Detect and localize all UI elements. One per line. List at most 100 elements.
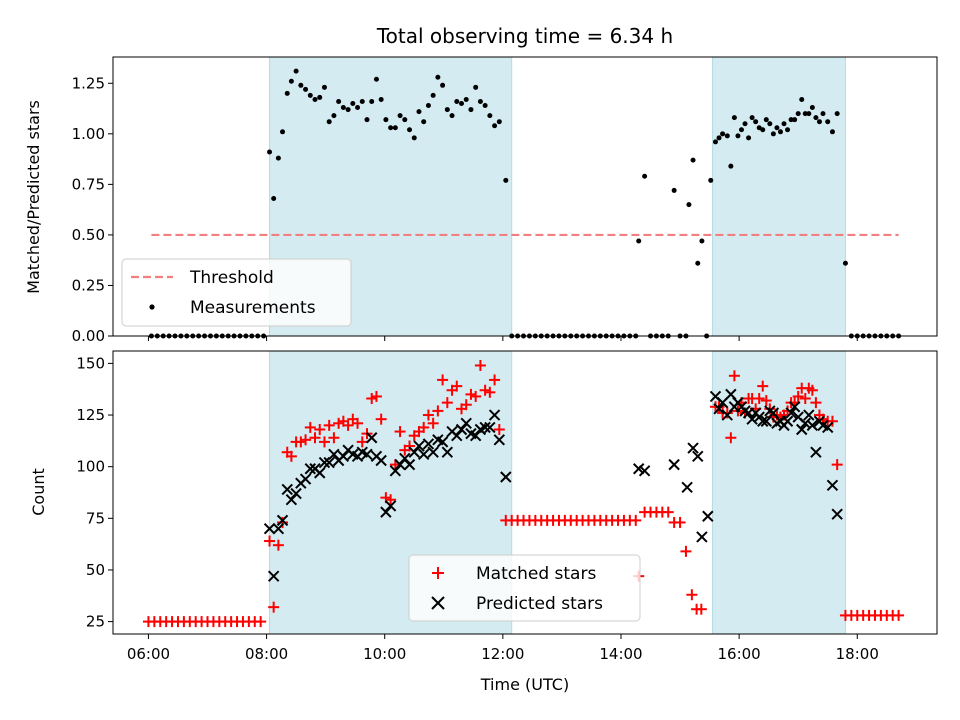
predicted-star-point [389,465,402,477]
measurement-point [359,98,365,104]
predicted-star-point [687,442,699,454]
measurement-point [806,111,812,117]
matched-star-point [441,397,453,409]
matched-star-point [662,506,674,518]
predicted-star-point [366,432,378,444]
measurement-point [440,82,446,88]
measurement-point [397,113,403,119]
measurement-point [792,117,798,123]
predicted-star-point [408,446,420,458]
measurement-point [345,107,351,113]
predicted-star-point [788,401,801,413]
predicted-star-point [337,450,350,463]
predicted-star-point [441,446,454,458]
x-tick-label: 06:00 [127,645,170,663]
predicted-star-point [451,429,463,442]
measurement-point [378,96,384,102]
measurement-point [435,74,441,80]
predicted-star-point [484,421,496,434]
legend-matched-swatch [432,567,444,579]
measurements-points [148,68,902,339]
y-tick-label: 1.25 [72,74,105,92]
matched-star-point [893,609,905,621]
measurement-point [307,92,313,98]
measurement-point [459,101,465,106]
matched-star-point [268,601,280,613]
measurement-point [388,125,394,131]
measurement-point [763,117,769,123]
x-tick-label: 14:00 [599,645,642,663]
predicted-star-point [394,458,406,471]
measurement-point [317,94,323,100]
measurement-point [271,196,277,202]
measurement-point [781,121,787,127]
count-y-ticks: 25 50 75 100 125 150 [76,354,113,631]
matched-star-point [366,393,378,405]
matched-star-point [484,386,496,398]
count-points [142,359,905,628]
predicted-star-point [803,409,815,421]
matched-star-point [277,516,289,528]
measurement-point [369,98,375,104]
matched-star-point [806,384,818,396]
measurement-point [716,135,722,141]
predicted-star-point [757,415,769,427]
predicted-star-point [290,487,302,500]
measurement-point [724,133,730,139]
y-tick-label: 0.25 [72,276,105,294]
predicted-star-point [263,522,276,535]
count-legend-box [408,554,641,622]
measurement-point [425,103,431,109]
predicted-star-point [422,438,435,450]
ratio-y-axis-label: Matched/Predicted stars [24,100,43,294]
matched-star-point [686,589,698,601]
top-observing-windows [269,57,846,336]
measurement-point [795,111,801,117]
matched-star-point [304,421,316,433]
matched-star-point [493,423,505,435]
measurement-point [355,105,361,111]
matched-star-point [630,514,642,526]
count-y-axis-label: Count [29,468,48,516]
measurement-point [770,131,776,137]
matched-star-point [328,432,340,444]
matched-star-point [451,380,463,392]
y-tick-label: 100 [76,458,105,476]
x-axis-label: Time (UTC) [480,675,569,694]
predicted-star-point [399,452,411,465]
measurement-point [298,82,304,88]
predicted-star-point [361,448,373,460]
measurement-point [321,84,327,90]
matched-star-point [314,423,326,435]
matched-star-point [725,432,737,444]
measurement-point [284,90,290,96]
matched-star-point [479,384,491,396]
measurement-point [788,117,794,123]
predicted-star-point [460,417,472,430]
measurement-point [331,113,337,119]
measurement-point [712,139,718,145]
measurement-point [686,202,692,208]
legend-measurements-label: Measurements [190,298,316,318]
measurement-point [753,119,759,125]
matched-star-point [753,393,765,405]
measurement-point [738,127,744,133]
x-tick-label: 08:00 [245,645,288,663]
measurement-point [280,129,286,135]
predicted-star-point [436,436,449,448]
matched-star-point [792,390,804,402]
measurement-point [407,127,413,133]
predicted-star-point [403,458,416,471]
measurement-point [777,129,783,135]
matched-star-point [695,603,707,615]
matched-star-point [757,380,769,392]
measurement-point [312,96,318,102]
legend-threshold-label: Threshold [189,268,274,288]
predicted-star-point [810,446,822,458]
predicted-star-point [500,471,512,483]
predicted-star-point [799,417,811,430]
ratio-legend: Threshold Measurements [121,258,352,327]
predicted-star-point [668,458,680,471]
measurement-point [809,105,815,111]
predicted-star-point [696,531,708,543]
